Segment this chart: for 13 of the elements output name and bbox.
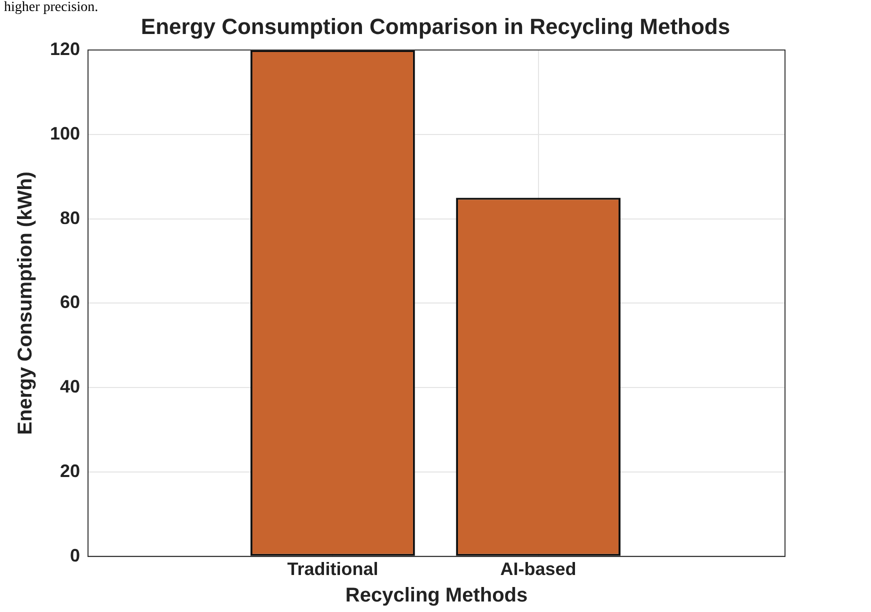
x-axis-title: Recycling Methods <box>345 584 528 607</box>
chart-title: Energy Consumption Comparison in Recycling Methods <box>140 14 732 40</box>
x-tick-label: Traditional <box>287 559 378 580</box>
y-tick-label: 20 <box>60 460 80 481</box>
y-axis-title: Energy Consumption (kWh) <box>14 172 37 435</box>
text: higher precision. <box>4 0 98 16</box>
x-tick-label: AI-based <box>500 559 576 580</box>
y-tick-label: 80 <box>60 208 80 228</box>
y-tick-label: 0 <box>70 545 80 566</box>
y-tick-label: 40 <box>60 376 80 397</box>
y-tick-label: 60 <box>60 292 80 312</box>
y-tick-label: 120 <box>50 38 80 59</box>
y-tick-label: 100 <box>50 123 80 144</box>
